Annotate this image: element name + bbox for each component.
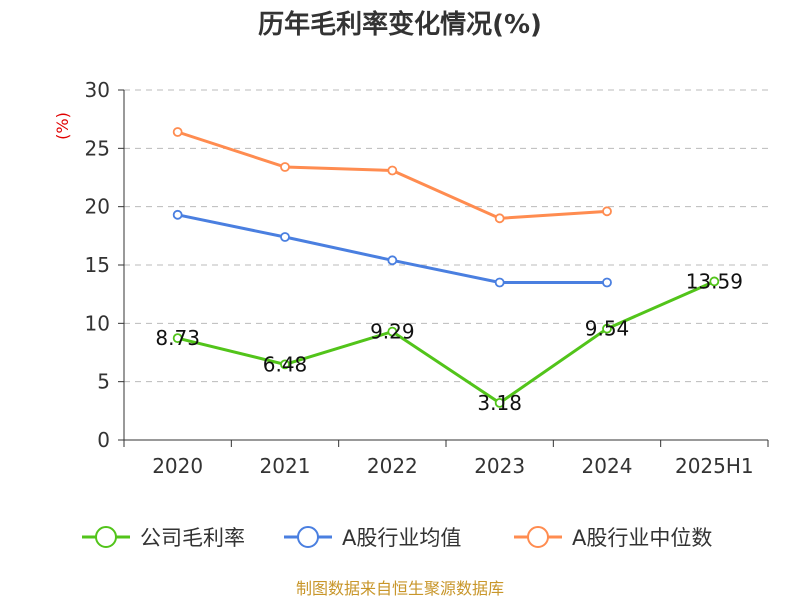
x-tick-label: 2025H1 xyxy=(675,454,754,478)
data-point[interactable] xyxy=(602,323,612,334)
legend-item-2[interactable]: A股行业中位数 xyxy=(514,526,712,550)
y-axis-label: (%) xyxy=(53,112,72,140)
legend-marker-icon xyxy=(527,526,549,548)
x-tick-label: 2023 xyxy=(474,454,525,478)
data-label: 9.54 xyxy=(585,317,630,341)
data-point[interactable] xyxy=(494,277,505,288)
data-label: 6.48 xyxy=(263,352,308,376)
data-label: 8.73 xyxy=(155,326,200,350)
x-tick-label: 2020 xyxy=(152,454,203,478)
data-point[interactable] xyxy=(387,165,398,176)
data-point[interactable] xyxy=(387,326,398,337)
data-point[interactable] xyxy=(280,359,290,370)
data-point[interactable] xyxy=(280,162,290,172)
y-tick-label: 25 xyxy=(85,136,110,160)
legend-marker-icon xyxy=(297,526,319,548)
data-point[interactable] xyxy=(494,397,505,408)
series-line-1 xyxy=(177,213,607,284)
data-point[interactable] xyxy=(280,232,290,242)
x-tick-label: 2021 xyxy=(260,454,311,478)
y-tick-label: 5 xyxy=(97,370,110,394)
data-label: 3.18 xyxy=(477,391,522,415)
data-point[interactable] xyxy=(602,206,612,217)
data-point[interactable] xyxy=(172,209,183,220)
data-label: 9.29 xyxy=(370,320,415,344)
series-line-0 xyxy=(177,280,715,405)
legend-item-0[interactable]: 公司毛利率 xyxy=(82,526,245,550)
x-tick-label: 2024 xyxy=(582,454,633,478)
y-tick-label: 20 xyxy=(85,195,110,219)
y-tick-label: 10 xyxy=(85,311,110,335)
chart-title: 历年毛利率变化情况(%) xyxy=(258,9,542,40)
data-point[interactable] xyxy=(387,255,398,266)
data-point[interactable] xyxy=(172,333,183,344)
data-point[interactable] xyxy=(602,277,612,288)
data-point[interactable] xyxy=(172,127,183,137)
legend-label: 公司毛利率 xyxy=(140,526,245,550)
legend-label: A股行业中位数 xyxy=(572,526,712,550)
y-tick-label: 30 xyxy=(85,78,110,102)
legend-marker-icon xyxy=(95,526,117,548)
legend-item-1[interactable]: A股行业均值 xyxy=(284,526,461,550)
data-point[interactable] xyxy=(709,276,720,287)
data-point[interactable] xyxy=(494,213,505,224)
y-tick-label: 0 xyxy=(97,428,110,452)
data-label: 13.59 xyxy=(686,269,743,293)
legend-label: A股行业均值 xyxy=(342,526,461,550)
x-tick-label: 2022 xyxy=(367,454,418,478)
source-note: 制图数据来自恒生聚源数据库 xyxy=(296,579,504,598)
y-tick-label: 15 xyxy=(85,253,110,277)
